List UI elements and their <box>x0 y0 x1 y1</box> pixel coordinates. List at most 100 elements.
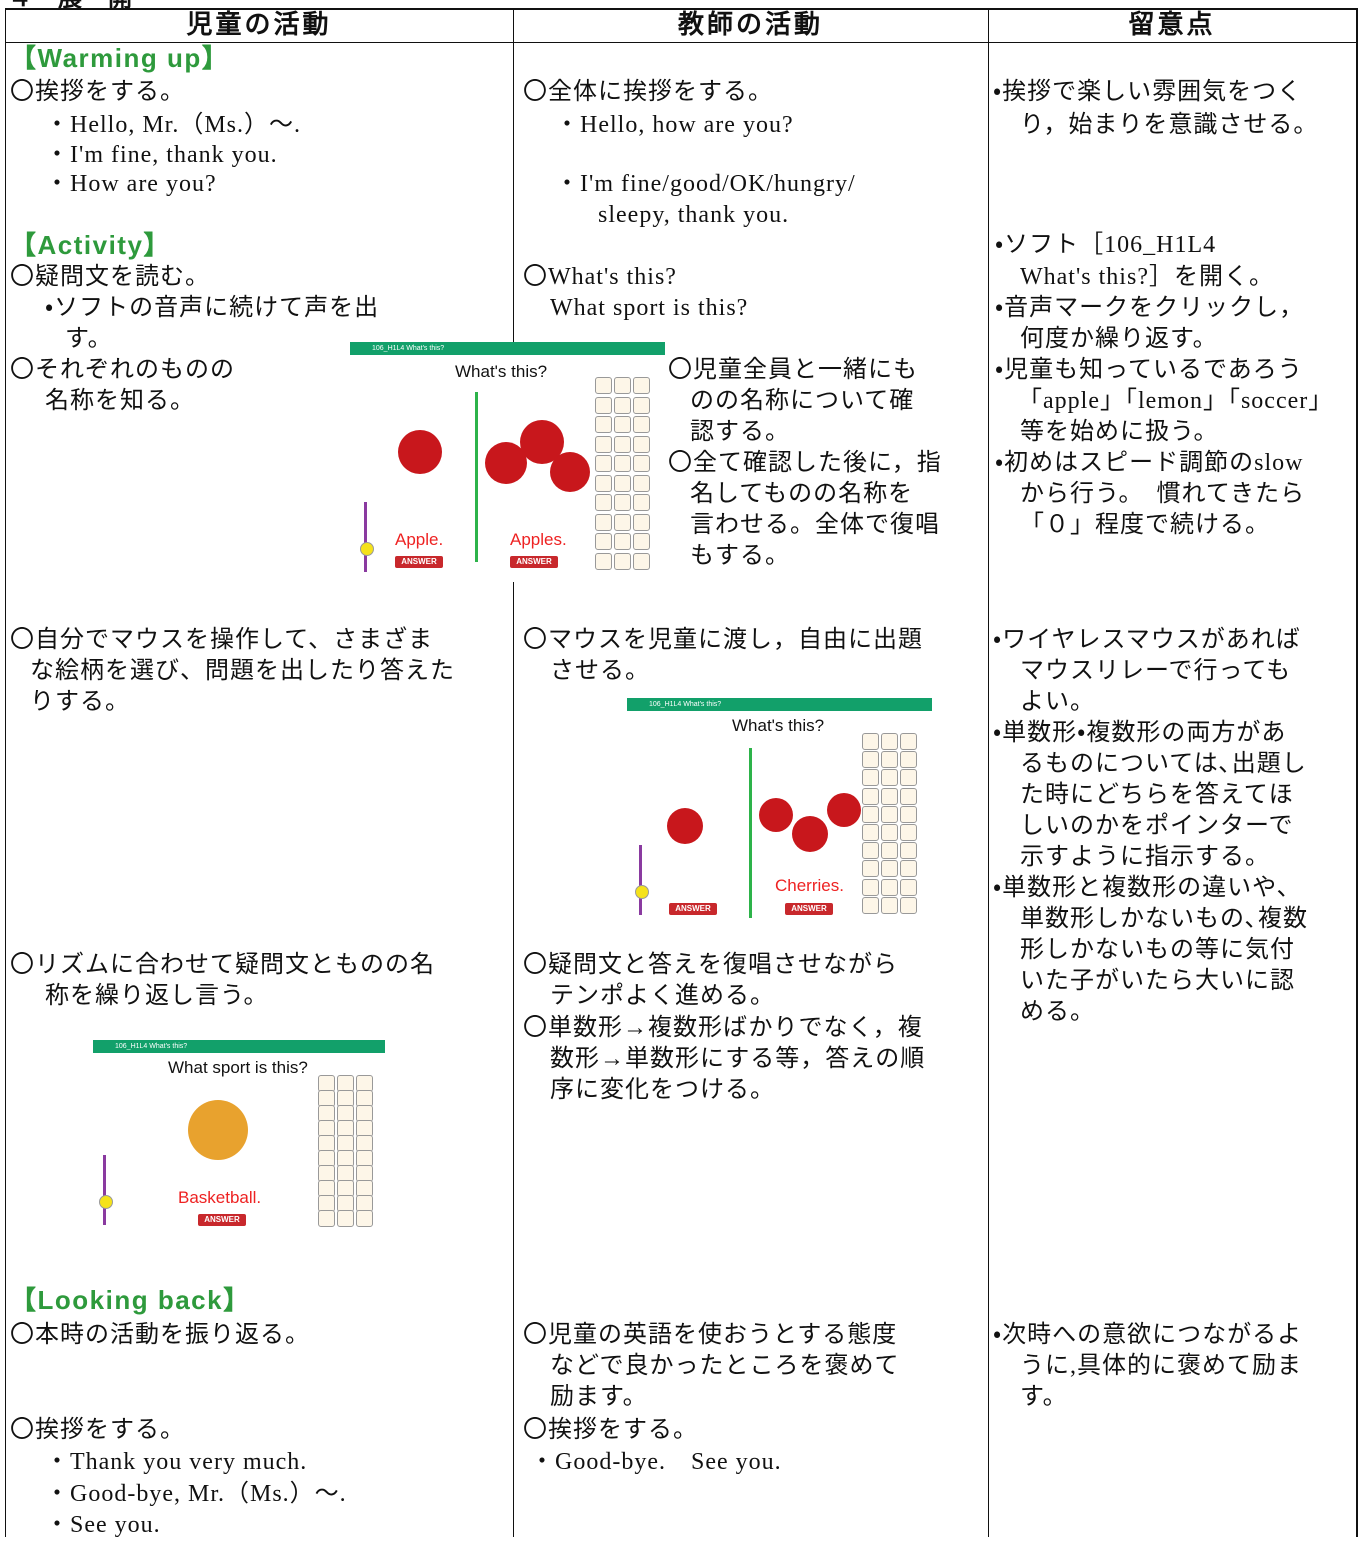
picture-icon <box>633 513 650 531</box>
cell-line: ・Thank you very much. <box>45 1449 308 1475</box>
cell-line: 〇単数形→複数形ばかりでなく，複 <box>523 1015 923 1041</box>
picture-icon <box>633 552 650 570</box>
picture-icon <box>862 733 879 750</box>
cell-line: ・ソフトの音声に続けて声を出 <box>45 295 380 321</box>
picture-icon <box>633 455 650 472</box>
picture-icon <box>614 455 631 472</box>
screen-title-bar: 106_H1L4 What's this? <box>350 342 665 355</box>
screen-answer: Cherries. <box>775 876 844 895</box>
cell-line: ・単数形・複数形の両方があ <box>993 720 1287 746</box>
cell-line: り，始まりを意識させる。 <box>1020 112 1319 138</box>
picture-icon <box>633 474 650 492</box>
cell-line: ・初めはスピード調節のslow <box>995 450 1304 476</box>
picture-icon <box>614 513 631 531</box>
cell-line: 何度か繰り返す。 <box>1020 326 1218 352</box>
picture-icon <box>633 435 650 453</box>
picture-icon <box>862 860 879 878</box>
picture-icon <box>595 474 612 492</box>
cell-line: ・単数形と複数形の違いや、 <box>993 875 1302 901</box>
picture-icon <box>633 533 650 550</box>
cell-line: 「apple」「lemon」「soccer」 <box>1018 388 1334 414</box>
cell-line: しいのかをポインターで <box>1020 813 1294 839</box>
cell-line: 〇疑問文と答えを復唱させながら <box>523 952 898 978</box>
picture-icon <box>900 878 917 896</box>
cell-line: させる。 <box>550 658 650 684</box>
screen-title-bar: 106_H1L4 What's this? <box>627 698 932 711</box>
cell-line: ・ソフト［106_H1L4 <box>995 232 1217 258</box>
cell-line: ・I'm fine/good/OK/hungry/ <box>555 171 856 197</box>
picture-icon <box>633 494 650 511</box>
column-header: 留意点 <box>1128 10 1216 40</box>
cell-line: 序に変化をつける。 <box>550 1077 775 1103</box>
answer-button: ANSWER <box>395 556 443 568</box>
picture-icon <box>881 769 898 787</box>
picture-icon <box>900 842 917 860</box>
section-label: 【Activity】 <box>10 230 171 260</box>
cell-line: 〇リズムに合わせて疑問文とものの名 <box>10 952 435 978</box>
cell-line: ・児童も知っているであろう <box>995 357 1303 383</box>
picture-icon <box>595 435 612 453</box>
picture-icon <box>614 533 631 550</box>
cell-line: す。 <box>65 326 113 352</box>
cell-line: いた子がいたら大いに認 <box>1020 968 1295 994</box>
picture-icon <box>337 1210 354 1227</box>
cell-line: 〇マウスを児童に渡し，自由に出題 <box>523 627 923 653</box>
cell-line: 〇挨拶をする。 <box>10 79 185 105</box>
picture-icon <box>862 878 879 896</box>
picture-icon <box>633 377 650 394</box>
cell-line: ・次時への意欲につながるよ <box>993 1322 1303 1348</box>
answer-button: ANSWER <box>669 903 717 915</box>
picture-icon <box>614 435 631 453</box>
picture <box>550 452 590 492</box>
picture-icon <box>881 751 898 769</box>
divider <box>475 392 478 562</box>
picture-icon <box>862 824 879 841</box>
picture-icon <box>633 396 650 414</box>
answer-button: ANSWER <box>785 903 833 915</box>
cell-line: ・挨拶で楽しい雰囲気をつく <box>993 79 1303 105</box>
picture-icon <box>900 896 917 914</box>
software-screenshot: 106_H1L4 What's this? What's this? Cherrie… <box>627 698 932 925</box>
picture-icon <box>862 787 879 805</box>
cell-line: す。 <box>1020 1384 1068 1410</box>
cell-line: などで良かったところを褒めて <box>550 1353 900 1379</box>
cell-line: 数形→単数形にする等，答えの順 <box>550 1046 926 1072</box>
picture-icon <box>633 416 650 433</box>
column-header: 児童の活動 <box>186 10 332 40</box>
picture-icon <box>614 494 631 511</box>
picture-icon <box>595 455 612 472</box>
picture-icon <box>595 513 612 531</box>
speed-slider <box>639 845 642 915</box>
cell-line: 示すように指示する。 <box>1020 844 1270 870</box>
picture-icon <box>614 474 631 492</box>
cell-line: な絵柄を選び、問題を出したり答えた <box>30 658 455 684</box>
software-screenshot: 106_H1L4 What's this? What's this? Apple. A… <box>350 342 665 582</box>
cell-line: よい。 <box>1020 689 1095 715</box>
picture-icon <box>881 878 898 896</box>
section-label: 【Looking back】 <box>10 1285 251 1315</box>
rule <box>513 8 514 1537</box>
cell-line: める。 <box>1020 999 1095 1025</box>
slider-knob <box>635 885 649 899</box>
cell-line: 〇What's this? <box>523 264 677 290</box>
cell-line: 等を始めに扱う。 <box>1020 419 1219 445</box>
cell-line: 〇全体に挨拶をする。 <box>523 79 773 105</box>
cell-line: ・See you. <box>45 1512 161 1538</box>
picture-icon <box>900 787 917 805</box>
cell-line: ・ワイヤレスマウスがあれば <box>993 627 1301 653</box>
screen-question: What sport is this? <box>168 1058 308 1077</box>
cell-line: のの名称について確 <box>690 388 915 414</box>
rule <box>5 42 1358 43</box>
cell-line: うに,具体的に褒めて励ま <box>1020 1353 1302 1379</box>
picture-icon <box>614 377 631 394</box>
cell-line: 励ます。 <box>550 1384 648 1410</box>
slider-knob <box>99 1195 113 1209</box>
screen-answer: Basketball. <box>178 1188 262 1207</box>
cell-line: ・Hello, how are you? <box>555 112 794 138</box>
cell-line: ・I'm fine, thank you. <box>45 142 278 168</box>
picture-icon <box>595 533 612 550</box>
cell-line: 〇児童全員と一緒にも <box>668 357 918 383</box>
picture-icon <box>595 416 612 433</box>
picture <box>759 798 793 832</box>
